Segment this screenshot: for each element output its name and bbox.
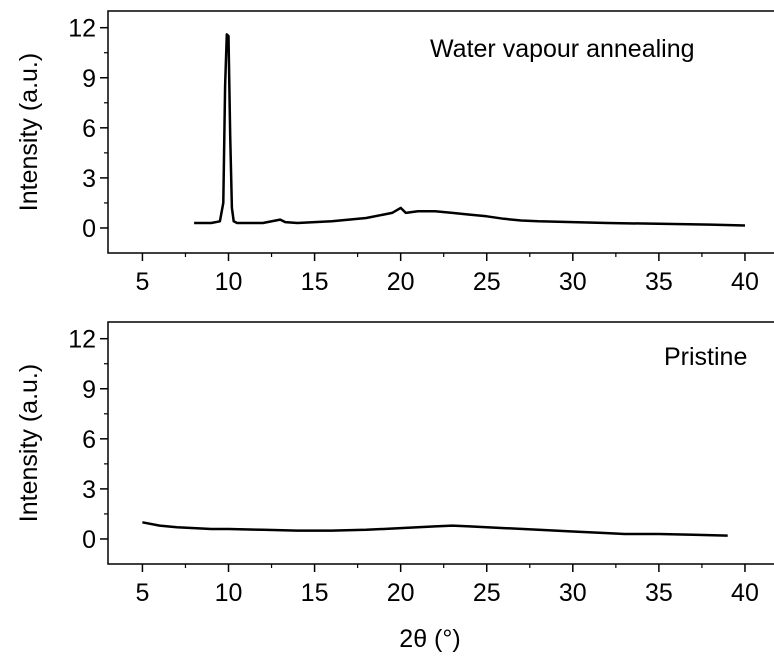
y-tick-label: 0	[82, 215, 96, 243]
plot-frame	[107, 10, 774, 254]
x-tick-label: 20	[387, 268, 415, 296]
x-tick-label: 15	[301, 268, 329, 296]
x-tick-label: 10	[215, 268, 243, 296]
x-axis-title: 2θ (°)	[399, 625, 460, 653]
x-tick-label: 40	[731, 268, 759, 296]
y-tick-label: 0	[82, 526, 96, 554]
y-tick-label: 12	[68, 15, 96, 43]
x-tick-label: 5	[135, 268, 149, 296]
y-tick-label: 3	[82, 165, 96, 193]
x-tick-label: 10	[215, 579, 243, 607]
panel-pristine: 5 10 15 20 25 30 35 40 0 3 6 9 12 Pristine Intensit…	[15, 321, 774, 653]
series-line	[142, 521, 728, 537]
x-tick-label: 20	[387, 579, 415, 607]
x-axis-ticks: 5 10 15 20 25 30 35 40	[135, 253, 759, 296]
x-tick-label: 5	[135, 579, 149, 607]
x-tick-label: 25	[473, 268, 501, 296]
y-tick-label: 6	[82, 115, 96, 143]
plot-frame	[107, 321, 774, 565]
y-tick-label: 3	[82, 476, 96, 504]
panel-water-vapour-annealing: 5 10 15 20 25 30 35 40 0 3 6 9 12 Water vapour anne…	[15, 10, 774, 296]
x-axis-ticks: 5 10 15 20 25 30 35 40	[135, 564, 759, 607]
y-tick-label: 9	[82, 65, 96, 93]
x-tick-label: 15	[301, 579, 329, 607]
x-tick-label: 25	[473, 579, 501, 607]
y-axis-title: Intensity (a.u.)	[15, 53, 43, 211]
x-tick-label: 30	[559, 579, 587, 607]
x-tick-label: 30	[559, 268, 587, 296]
x-tick-label: 40	[731, 579, 759, 607]
y-axis-ticks: 0 3 6 9 12	[68, 326, 108, 554]
y-axis-title: Intensity (a.u.)	[15, 364, 43, 522]
y-tick-label: 9	[82, 376, 96, 404]
x-tick-label: 35	[645, 579, 673, 607]
panel-annotation: Water vapour annealing	[430, 35, 695, 63]
y-tick-label: 6	[82, 426, 96, 454]
series-line	[194, 33, 746, 227]
y-tick-label: 12	[68, 326, 96, 354]
y-axis-ticks: 0 3 6 9 12	[68, 15, 108, 243]
panel-annotation: Pristine	[664, 343, 747, 371]
x-tick-label: 35	[645, 268, 673, 296]
